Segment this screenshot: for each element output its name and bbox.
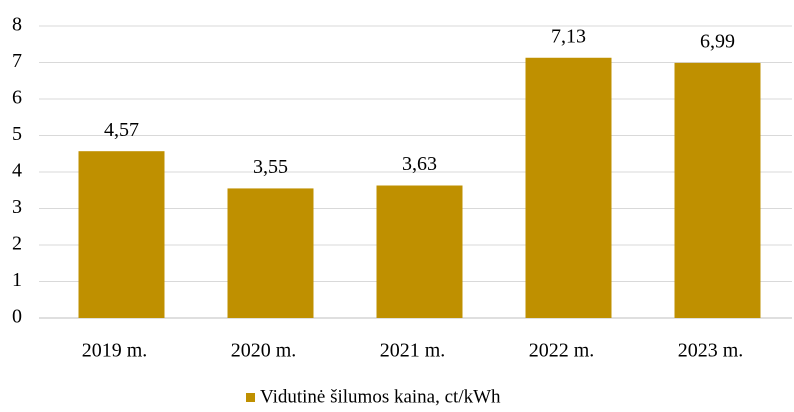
- bar: [227, 188, 314, 318]
- data-label: 3,55: [253, 156, 288, 178]
- y-tick-label: 7: [12, 50, 22, 72]
- bar: [376, 185, 463, 318]
- y-tick-label: 6: [12, 87, 22, 109]
- data-label: 7,13: [551, 25, 586, 47]
- data-label: 6,99: [700, 30, 735, 52]
- legend-label: Vidutinė šilumos kaina, ct/kWh: [260, 386, 501, 407]
- x-tick-label: 2022 m.: [529, 340, 595, 362]
- y-tick-label: 0: [12, 306, 22, 328]
- x-tick-label: 2023 m.: [678, 340, 744, 362]
- y-tick-label: 4: [12, 160, 22, 182]
- bar: [525, 57, 612, 318]
- y-tick-label: 3: [12, 196, 22, 218]
- x-tick-label: 2021 m.: [380, 340, 446, 362]
- legend-swatch: [246, 393, 255, 402]
- bar: [78, 151, 165, 318]
- y-tick-label: 5: [12, 123, 22, 145]
- y-tick-label: 2: [12, 233, 22, 255]
- y-tick-label: 8: [12, 14, 22, 36]
- x-tick-label: 2020 m.: [231, 340, 297, 362]
- y-tick-label: 1: [12, 269, 22, 291]
- data-label: 4,57: [104, 119, 139, 141]
- data-label: 3,63: [402, 153, 437, 175]
- bar: [674, 62, 761, 318]
- x-tick-label: 2019 m.: [82, 340, 148, 362]
